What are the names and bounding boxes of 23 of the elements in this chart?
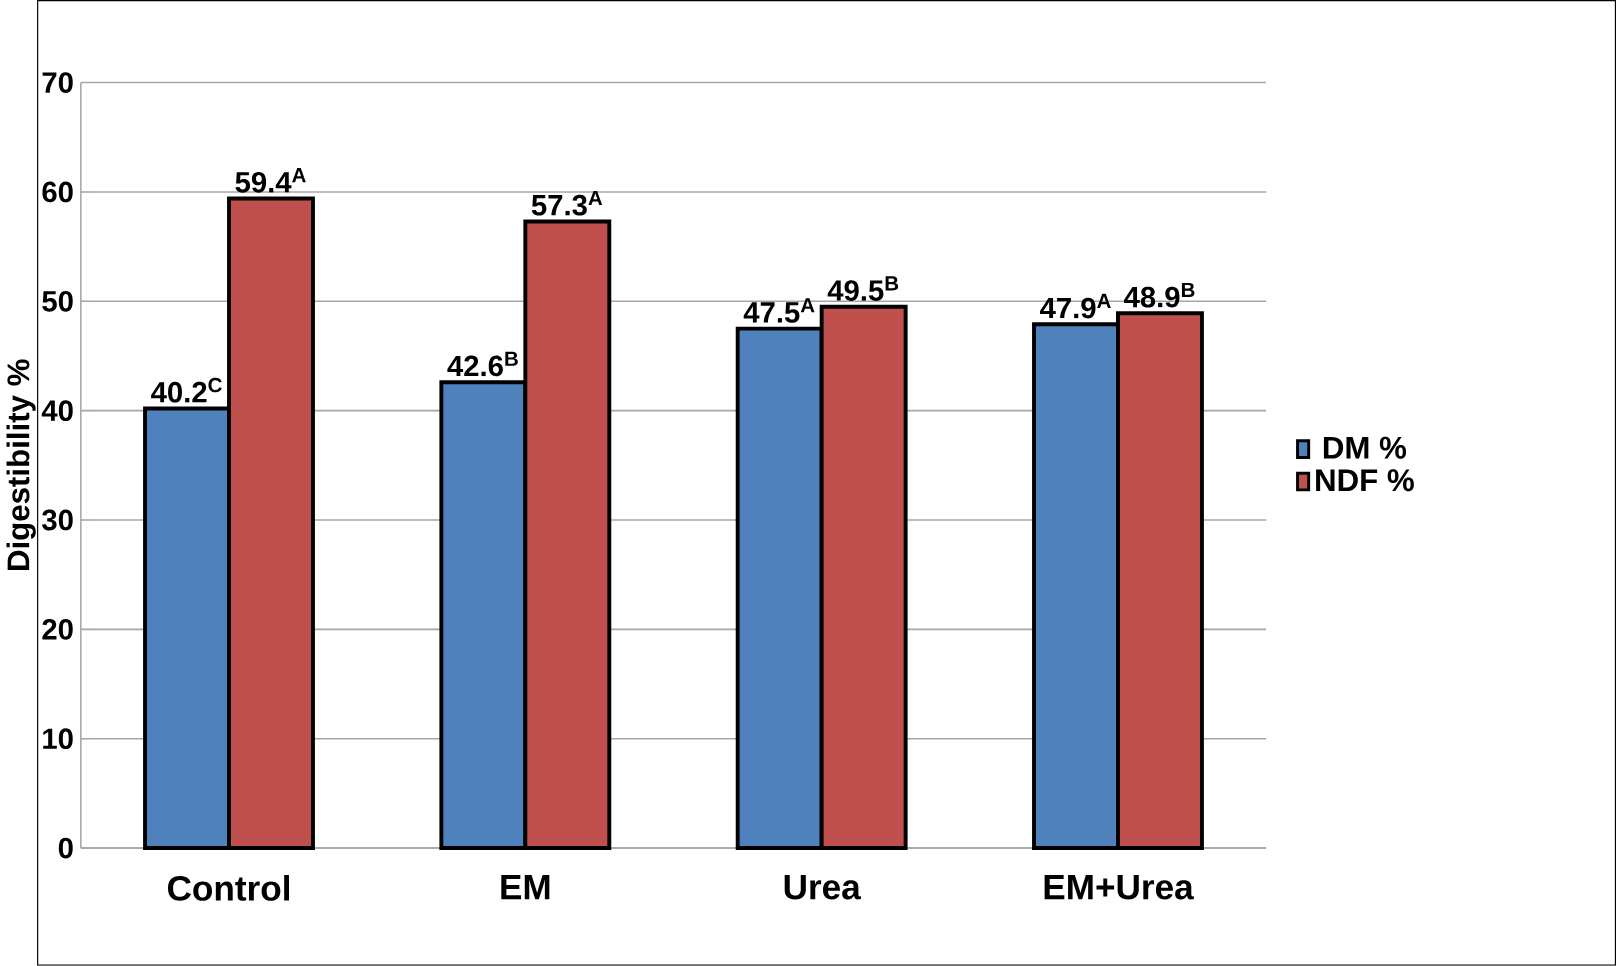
x-tick-label: EM+Urea [1044,875,1194,900]
data-label: 59.4$^{A}$ [235,168,306,193]
data-label: 48.9$^{B}$ [1123,282,1195,308]
x-tick-label: EM [501,875,550,900]
y-axis-title: Digestibility % [6,359,36,571]
data-label: 47.5$^{A}$ [743,298,815,323]
data-label: 40.2$^{C}$ [151,377,222,403]
legend-label: NDF % [1316,469,1414,492]
legend-label: DM % [1323,436,1407,459]
y-tick-label: 20 [42,619,73,640]
y-tick-label: 40 [41,400,73,422]
y-tick-label: 70 [42,72,73,94]
y-tick-label: 60 [42,181,73,203]
data-label: 42.6$^{B}$ [447,351,518,377]
y-tick-label: 50 [42,291,73,312]
y-tick-label: 30 [42,509,73,531]
data-label: 49.5$^{B}$ [827,276,899,301]
data-label: 57.3$^{A}$ [531,191,603,216]
x-tick-label: Urea [784,875,861,900]
data-label: 47.9$^{A}$ [1040,293,1111,319]
x-tick-label: Control [167,875,290,901]
y-tick-label: 10 [43,728,73,750]
y-tick-label: 0 [58,837,73,859]
